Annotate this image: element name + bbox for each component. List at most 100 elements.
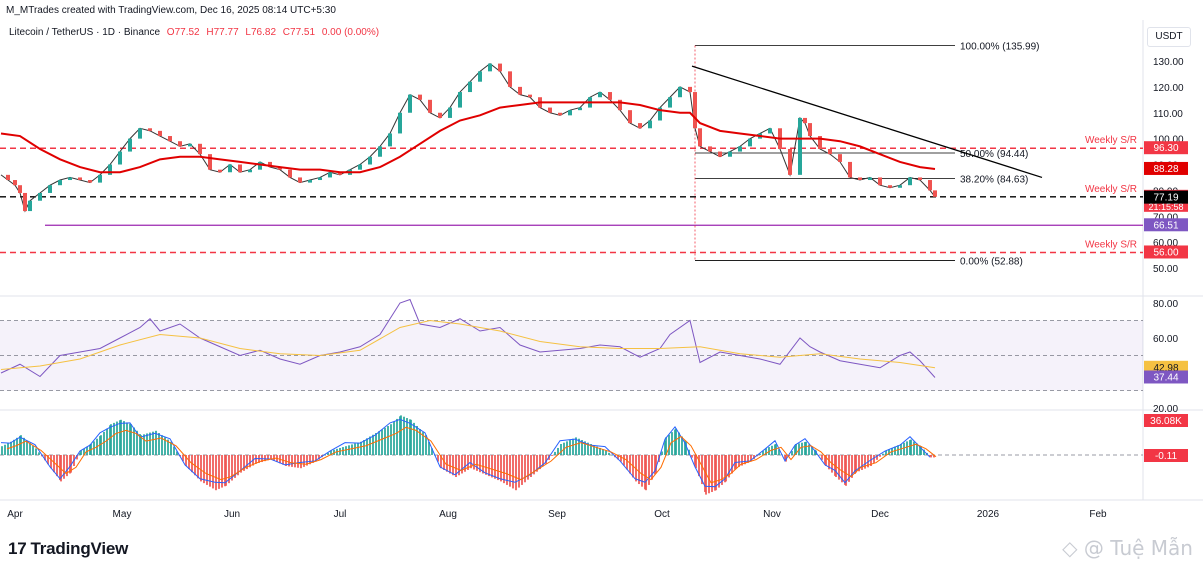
macd-histogram-bar bbox=[455, 455, 457, 477]
fib-level-label: 38.20% (84.63) bbox=[960, 174, 1028, 185]
price-candle bbox=[258, 161, 262, 170]
macd-histogram-bar bbox=[200, 455, 202, 482]
macd-histogram-bar bbox=[885, 450, 887, 455]
price-candle bbox=[158, 130, 162, 137]
macd-histogram-bar bbox=[876, 455, 878, 460]
macd-histogram-bar bbox=[20, 435, 22, 455]
price-candle bbox=[518, 86, 522, 95]
macd-histogram-bar bbox=[721, 455, 723, 485]
macd-histogram-bar bbox=[735, 455, 737, 469]
macd-histogram-bar bbox=[461, 455, 463, 474]
time-tick-label: Jun bbox=[224, 509, 240, 520]
tradingview-logo[interactable]: 17 TradingView bbox=[8, 539, 128, 559]
macd-histogram-bar bbox=[185, 455, 187, 466]
macd-histogram-bar bbox=[110, 424, 112, 455]
macd-histogram-bar bbox=[212, 455, 214, 489]
price-candle bbox=[558, 112, 562, 116]
price-candle bbox=[688, 86, 692, 93]
price-candle bbox=[488, 63, 492, 72]
watermark-text: ◇ @ Tuệ Mẫn bbox=[1062, 536, 1193, 560]
price-candle bbox=[838, 154, 842, 162]
macd-histogram-bar bbox=[255, 455, 257, 464]
signal-line bbox=[6, 426, 937, 484]
macd-histogram-bar bbox=[106, 428, 108, 455]
macd-histogram-bar bbox=[808, 444, 810, 455]
time-tick-label: May bbox=[113, 509, 132, 520]
macd-histogram-bar bbox=[140, 435, 142, 455]
price-badge-label: 56.00 bbox=[1153, 247, 1178, 258]
price-badge bbox=[1144, 245, 1188, 259]
rsi-tick-label: 60.00 bbox=[1153, 334, 1178, 345]
macd-histogram-bar bbox=[342, 447, 344, 455]
macd-histogram-bar bbox=[855, 455, 857, 473]
macd-histogram-bar bbox=[524, 455, 526, 483]
price-candle bbox=[908, 177, 912, 186]
macd-histogram-bar bbox=[324, 455, 326, 456]
macd-badge bbox=[1144, 414, 1188, 427]
macd-histogram-bar bbox=[825, 455, 827, 466]
price-candle bbox=[698, 128, 702, 147]
macd-histogram-bar bbox=[221, 455, 223, 488]
macd-histogram-bar bbox=[173, 446, 175, 455]
price-candle bbox=[768, 128, 772, 134]
macd-histogram-bar bbox=[437, 455, 439, 462]
macd-histogram-bar bbox=[545, 455, 547, 464]
price-candle bbox=[58, 180, 62, 186]
price-tick-label: 50.00 bbox=[1153, 264, 1178, 275]
price-candle bbox=[918, 177, 922, 181]
macd-histogram-bar bbox=[318, 455, 320, 460]
macd-histogram-bar bbox=[345, 446, 347, 455]
macd-histogram-bar bbox=[626, 455, 628, 470]
price-candle bbox=[388, 133, 392, 147]
macd-histogram-bar bbox=[285, 455, 287, 466]
macd-histogram-bar bbox=[681, 436, 683, 455]
macd-histogram-bar bbox=[651, 455, 653, 480]
macd-histogram-bar bbox=[494, 455, 496, 479]
macd-histogram-bar bbox=[715, 455, 717, 491]
macd-histogram-bar bbox=[708, 455, 710, 494]
price-candle bbox=[118, 151, 122, 165]
macd-histogram-bar bbox=[300, 455, 302, 469]
macd-histogram-bar bbox=[32, 445, 34, 455]
price-candle bbox=[188, 143, 192, 147]
time-tick-label: Feb bbox=[1089, 509, 1107, 520]
macd-histogram-bar bbox=[225, 455, 227, 486]
price-badge bbox=[1144, 161, 1188, 175]
macd-histogram-bar bbox=[861, 455, 863, 470]
macd-histogram-bar bbox=[419, 429, 421, 455]
macd-histogram-bar bbox=[209, 455, 211, 487]
macd-histogram-bar bbox=[512, 455, 514, 489]
currency-button[interactable]: USDT bbox=[1147, 27, 1191, 47]
rsi-line bbox=[0, 298, 936, 378]
price-candle bbox=[48, 185, 52, 193]
credit-text: M_MTrades created with TradingView.com, … bbox=[6, 5, 336, 16]
macd-histogram-bar bbox=[605, 450, 607, 455]
macd-histogram-bar bbox=[203, 455, 205, 484]
rsi-tick-label: 20.00 bbox=[1153, 404, 1178, 415]
macd-histogram-bar bbox=[1, 446, 3, 455]
macd-histogram-bar bbox=[593, 445, 595, 455]
macd-histogram-bar bbox=[431, 448, 433, 455]
macd-histogram-bar bbox=[557, 447, 559, 455]
macd-histogram-bar bbox=[879, 455, 881, 457]
macd-histogram-bar bbox=[136, 430, 138, 455]
price-candle bbox=[478, 71, 482, 82]
macd-histogram-bar bbox=[791, 451, 793, 455]
macd-histogram-bar bbox=[351, 444, 353, 455]
macd-histogram-bar bbox=[725, 455, 727, 482]
price-tick-label: 70.00 bbox=[1153, 212, 1178, 223]
price-candle bbox=[138, 128, 142, 139]
macd-histogram-bar bbox=[440, 455, 442, 469]
price-candle bbox=[448, 107, 452, 118]
macd-histogram-bar bbox=[506, 455, 508, 485]
price-candle bbox=[693, 92, 697, 129]
ohlc-low: L76.82 bbox=[245, 27, 277, 38]
macd-histogram-bar bbox=[422, 432, 424, 455]
price-candle bbox=[308, 180, 312, 183]
macd-histogram-bar bbox=[228, 455, 230, 484]
macd-histogram-bar bbox=[182, 455, 184, 462]
weekly-sr-label: Weekly S/R bbox=[1085, 184, 1137, 195]
macd-histogram-bar bbox=[602, 449, 604, 455]
tv-logo-icon: 17 bbox=[8, 539, 27, 558]
